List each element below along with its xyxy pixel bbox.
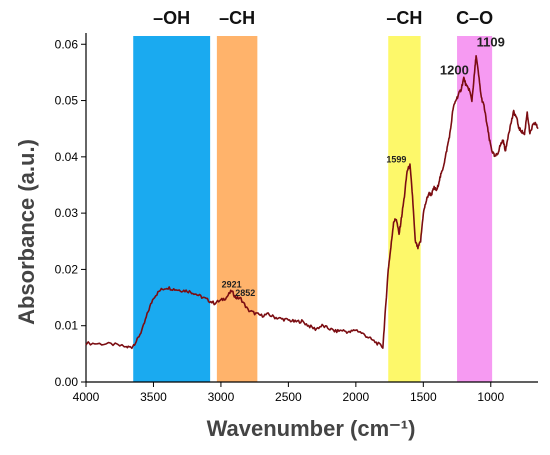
x-axis-label: Wavenumber (cm⁻¹) (207, 416, 416, 441)
y-tick-label-3: 0.03 (55, 206, 79, 220)
band-1 (216, 36, 258, 382)
band-label-1: –CH (219, 8, 255, 28)
band-3 (457, 36, 493, 382)
x-tick-label-4: 2000 (342, 390, 369, 404)
band-label-3: C–O (456, 8, 493, 28)
band-label-2: –CH (386, 8, 422, 28)
peak-label-4: 1109 (477, 35, 505, 50)
peak-label-0: 2921 (222, 279, 242, 289)
band-label-0: –OH (153, 8, 190, 28)
peak-label-2: 1599 (386, 154, 406, 164)
y-axis-label: Absorbance (a.u.) (14, 139, 39, 325)
x-tick-label-2: 3000 (208, 390, 235, 404)
y-tick-label-1: 0.01 (55, 319, 79, 333)
y-tick-label-0: 0.00 (55, 375, 79, 389)
x-tick-label-3: 2500 (275, 390, 302, 404)
y-tick-label-5: 0.05 (55, 94, 79, 108)
x-tick-label-6: 1000 (477, 390, 504, 404)
x-tick-label-5: 1500 (410, 390, 437, 404)
y-tick-label-4: 0.04 (55, 150, 79, 164)
spectrum-line-0 (85, 54, 539, 350)
y-tick-label-2: 0.02 (55, 262, 79, 276)
band-2 (388, 36, 421, 382)
peak-label-1: 2852 (235, 288, 255, 298)
peak-label-3: 1200 (440, 63, 469, 78)
x-tick-label-0: 4000 (73, 390, 100, 404)
y-tick-label-6: 0.06 (55, 37, 79, 51)
band-0 (133, 36, 211, 382)
x-tick-label-1: 3500 (140, 390, 167, 404)
